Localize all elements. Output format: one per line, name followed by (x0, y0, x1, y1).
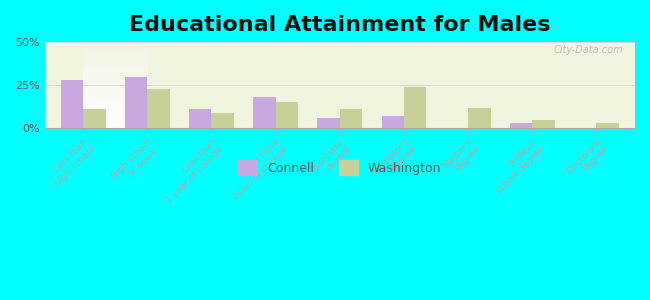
Bar (382, 116, 404, 128)
Legend: Connell, Washington: Connell, Washington (233, 155, 447, 180)
Bar (404, 87, 426, 128)
Bar (125, 76, 148, 128)
Bar (532, 120, 555, 128)
Bar (340, 109, 362, 128)
Bar (510, 123, 532, 128)
Bar (148, 88, 170, 128)
Bar (597, 123, 619, 128)
Bar (83, 109, 105, 128)
Text: City-Data.com: City-Data.com (554, 45, 623, 55)
Bar (317, 118, 340, 128)
Title: Educational Attainment for Males: Educational Attainment for Males (129, 15, 551, 35)
Bar (276, 102, 298, 128)
Bar (60, 80, 83, 128)
Bar (211, 113, 234, 128)
Bar (253, 97, 276, 128)
Bar (189, 109, 211, 128)
Bar (468, 107, 491, 128)
